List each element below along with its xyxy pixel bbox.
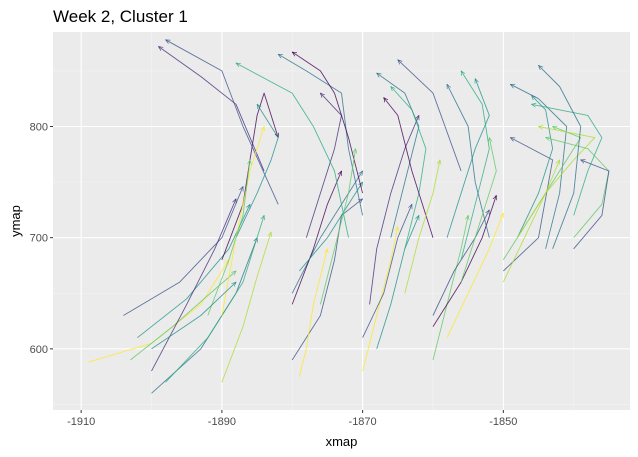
series-line-t12 <box>235 104 279 238</box>
series-line-t36 <box>432 195 496 327</box>
x-tick-label: -1850 <box>489 416 517 428</box>
series-line-t20 <box>305 93 342 238</box>
series-line-t08 <box>221 232 271 383</box>
y-axis-ticks: 600 700 800 <box>30 122 53 356</box>
series-line-t38 <box>446 79 490 238</box>
series-line-t26 <box>362 204 413 338</box>
series-line-t05 <box>151 199 237 372</box>
series-line-t52 <box>151 282 237 350</box>
series-line-t17 <box>291 199 362 361</box>
series-line-t04 <box>130 271 236 361</box>
series-line-t44 <box>510 83 568 249</box>
series-line-t16 <box>291 171 342 305</box>
series-line-t22 <box>278 53 364 216</box>
series-line-t47 <box>532 104 603 216</box>
series-line-t35 <box>432 210 490 316</box>
series-line-t24 <box>319 149 355 305</box>
series-line-t41 <box>460 138 497 283</box>
series-line-t25 <box>362 227 398 372</box>
series-line-t32 <box>404 160 440 294</box>
grid-major <box>53 32 630 410</box>
series-line-t10 <box>166 39 279 205</box>
series-line-t23 <box>292 52 364 194</box>
series-line-t27 <box>376 215 420 350</box>
y-tick-label: 700 <box>30 233 48 245</box>
series-line-t01 <box>123 187 243 316</box>
y-tick-label: 800 <box>30 122 48 134</box>
series-line-t09 <box>221 92 278 261</box>
series-line-t51 <box>502 160 561 283</box>
series-line-t50 <box>539 65 582 249</box>
y-axis-title: ymap <box>8 205 23 237</box>
series-line-t30 <box>391 87 427 249</box>
y-tick-label: 600 <box>30 344 48 356</box>
x-tick-label: -1910 <box>67 416 95 428</box>
series-line-t28 <box>369 115 420 305</box>
series-line-t34 <box>432 215 468 361</box>
series-line-t43 <box>516 95 554 238</box>
series-line-t37 <box>446 213 503 338</box>
x-tick-label: -1890 <box>208 416 236 428</box>
series-line-t40 <box>446 84 490 238</box>
series-line-t21 <box>236 62 349 238</box>
series-line-t07 <box>165 215 265 383</box>
series-line-t31 <box>384 98 434 238</box>
series-line-t46 <box>517 127 596 238</box>
x-axis-title: xmap <box>326 434 358 449</box>
grid-minor <box>53 32 630 410</box>
series-line-t29 <box>377 73 420 238</box>
series-line-t11 <box>159 47 265 172</box>
series-line-t33 <box>398 60 462 172</box>
x-axis-ticks: -1910 -1890 -1870 -1850 <box>67 410 517 428</box>
series-line-t13 <box>221 127 264 316</box>
series-line-t42 <box>502 137 554 272</box>
series-group <box>88 39 610 394</box>
chart-title: Week 2, Cluster 1 <box>53 7 188 26</box>
series-line-t18 <box>298 249 327 377</box>
series-line-t19 <box>298 182 362 272</box>
series-line-t14 <box>207 160 250 316</box>
series-line-t39 <box>460 71 490 261</box>
x-tick-label: -1870 <box>349 416 377 428</box>
series-line-t49 <box>573 160 610 250</box>
